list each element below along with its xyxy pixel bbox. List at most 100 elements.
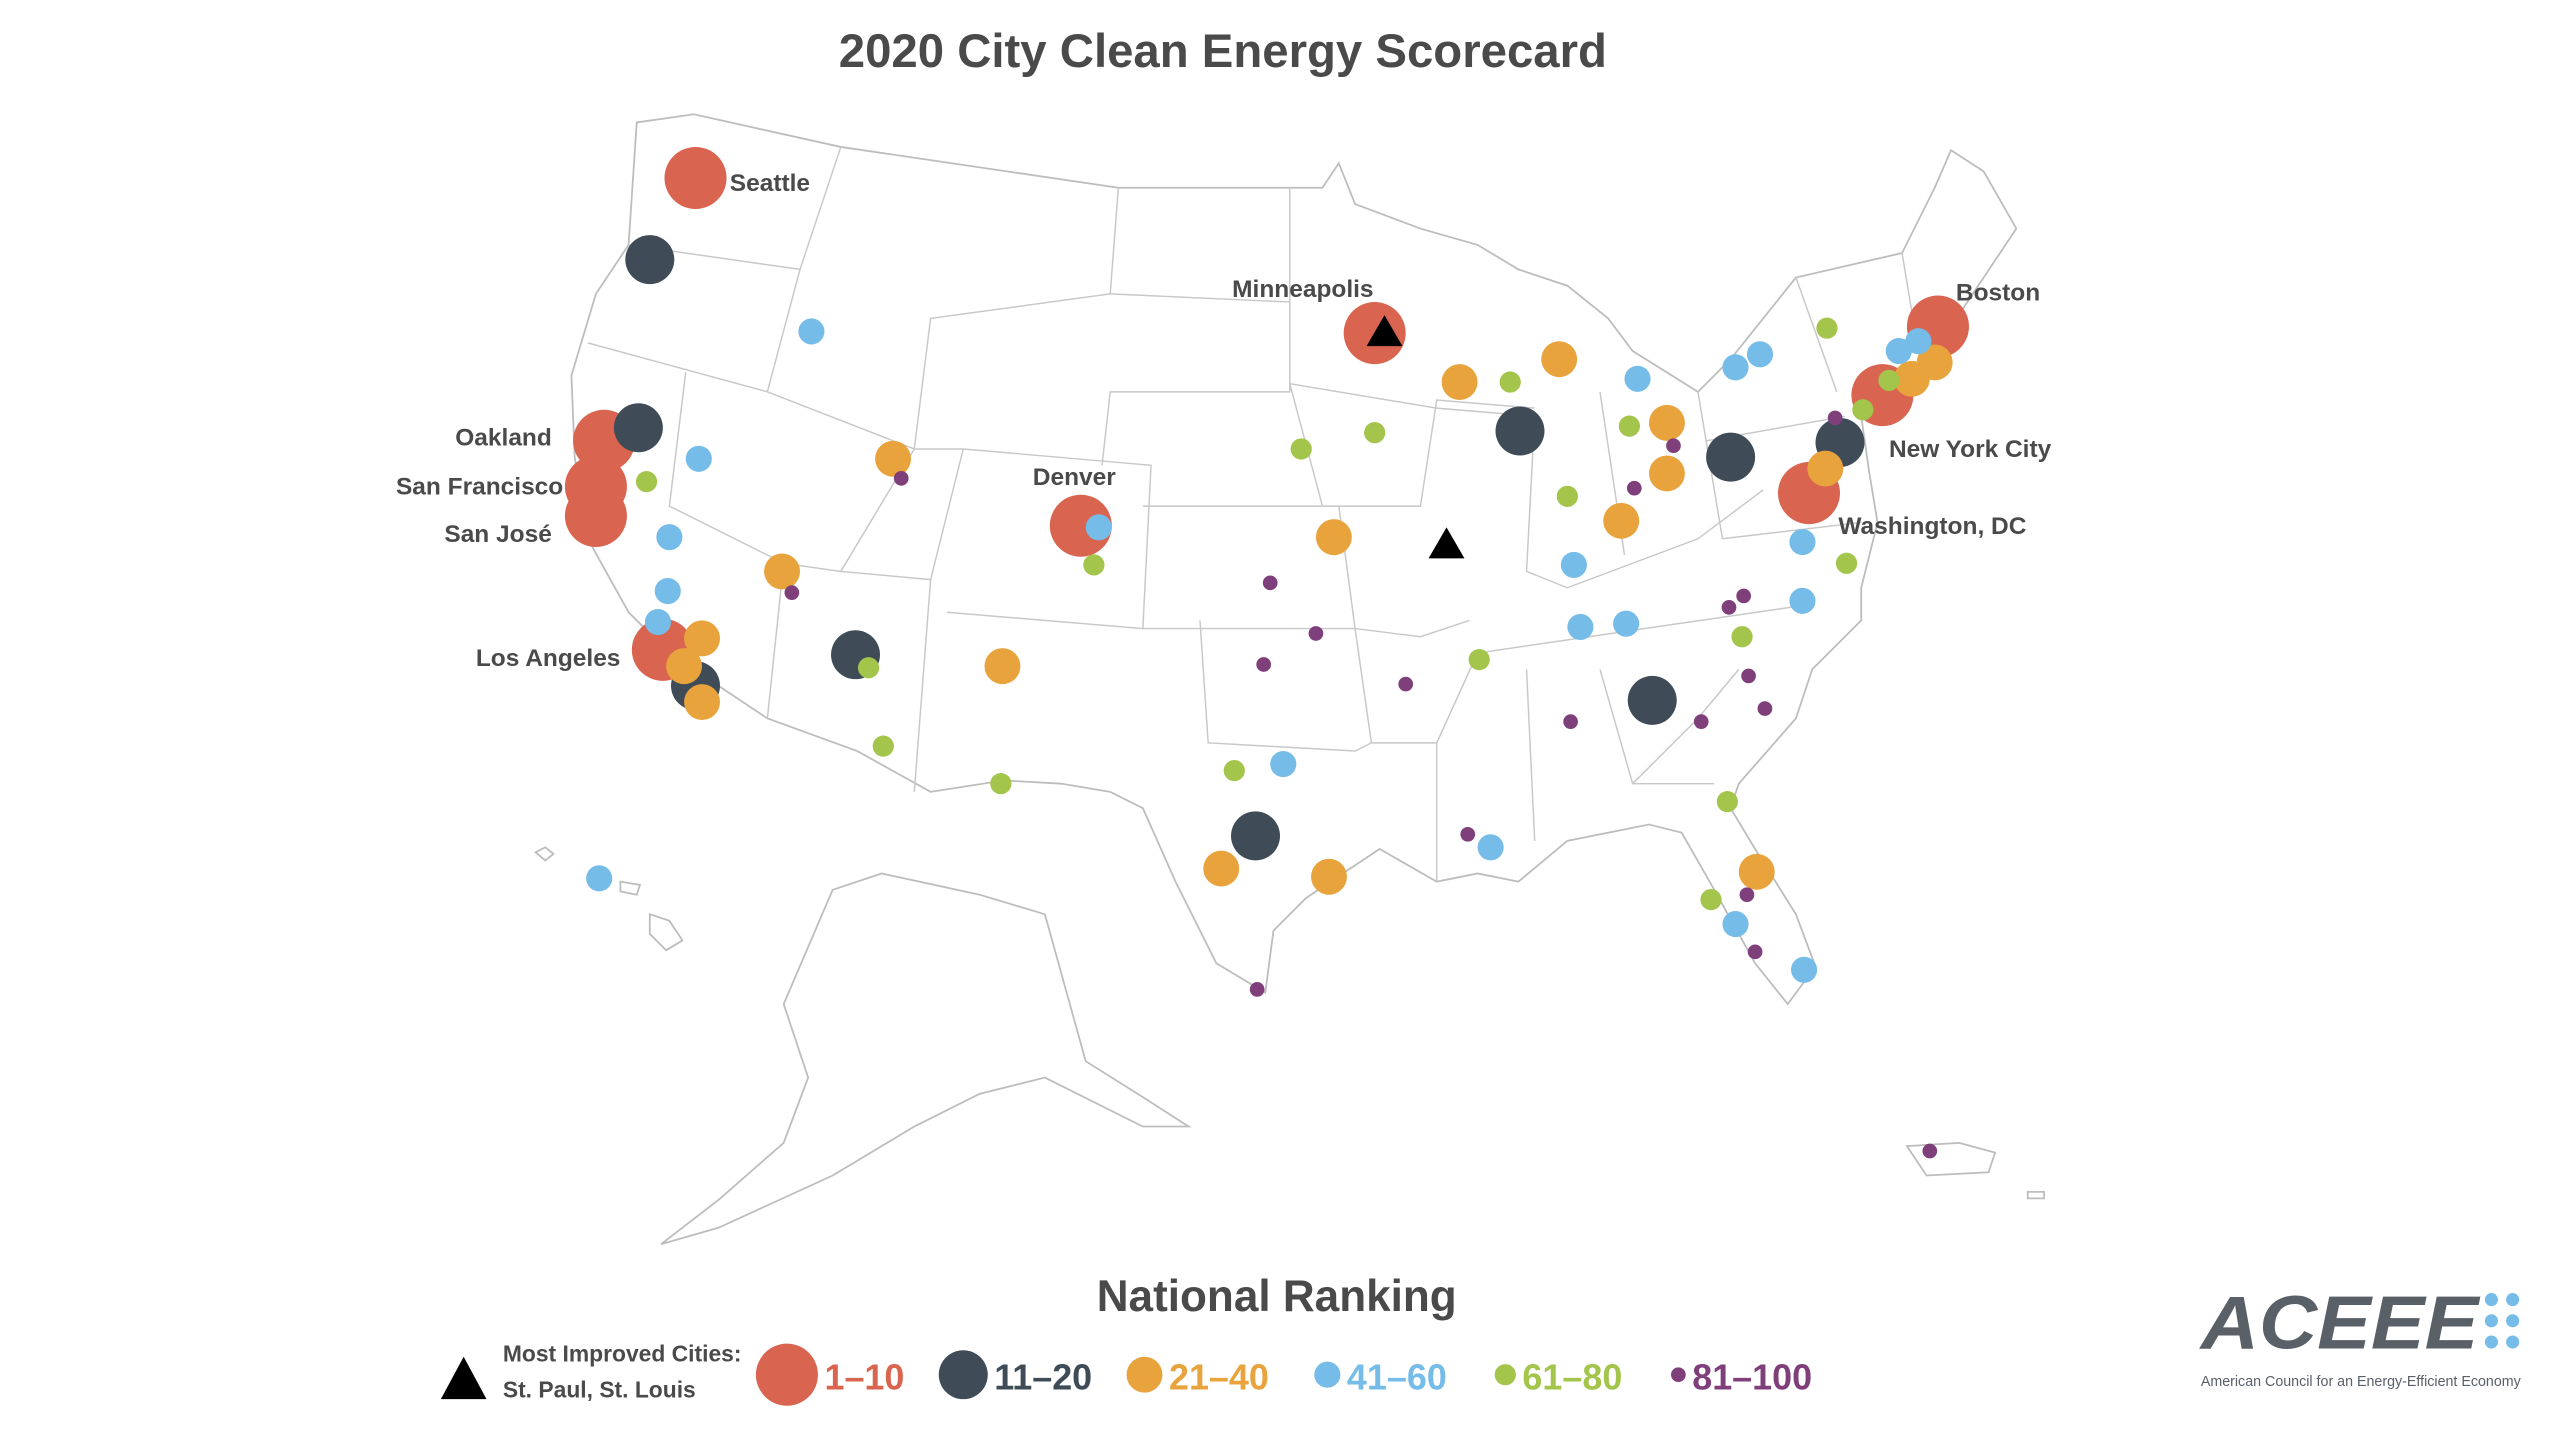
label-los-angeles: Los Angeles — [476, 645, 621, 672]
city-marker-rank-81-100 — [1249, 982, 1265, 997]
us-map — [533, 113, 2045, 1245]
city-marker-rank-81-100 — [1563, 714, 1578, 729]
city-marker-rank-61-80 — [1364, 422, 1386, 444]
hawaii-outline — [533, 846, 684, 952]
legend-swatch-icon — [1126, 1356, 1163, 1393]
city-marker-rank-41-60 — [1746, 341, 1774, 368]
city-marker-rank-81-100 — [1827, 410, 1843, 426]
city-marker-rank-61-80 — [1878, 369, 1900, 392]
legend-swatch-icon — [1494, 1364, 1516, 1386]
city-marker-rank-81-100 — [784, 585, 800, 600]
city-marker-rank-41-60 — [1560, 551, 1587, 578]
label-minneapolis: Minneapolis — [1232, 276, 1373, 303]
city-marker-rank-21-40 — [1893, 360, 1930, 397]
city-marker-rank-81-100 — [1747, 944, 1763, 960]
city-marker-rank-81-100 — [1757, 701, 1773, 716]
city-marker-rank-61-80 — [1816, 317, 1838, 339]
label-boston: Boston — [1956, 279, 2040, 306]
city-marker-rank-81-100 — [1739, 887, 1755, 903]
city-marker-rank-41-60 — [1567, 613, 1594, 640]
city-marker-rank-41-60 — [1722, 911, 1749, 938]
virgin-islands-outline — [2026, 1190, 2045, 1200]
city-marker-rank-21-40 — [764, 553, 800, 590]
city-marker-rank-21-40 — [984, 648, 1021, 685]
city-marker-rank-81-100 — [1398, 676, 1414, 692]
city-markers — [564, 146, 1969, 1159]
city-marker-rank-11-20 — [1627, 675, 1677, 725]
city-marker-rank-41-60 — [1905, 328, 1932, 355]
legend-tier-label: 81–100 — [1692, 1356, 1812, 1397]
city-marker-rank-61-80 — [1290, 438, 1312, 460]
label-seattle: Seattle — [730, 170, 810, 197]
city-marker-rank-41-60 — [1789, 528, 1816, 556]
city-marker-rank-41-60 — [1789, 587, 1816, 614]
city-marker-rank-11-20 — [625, 235, 675, 285]
city-marker-rank-41-60 — [1270, 751, 1297, 778]
city-marker-rank-61-80 — [1852, 399, 1874, 421]
city-marker-rank-21-40 — [1738, 853, 1775, 890]
city-marker-rank-81-100 — [1262, 575, 1278, 591]
legend-tier-label: 41–60 — [1347, 1356, 1447, 1397]
legend-tier-label: 11–20 — [994, 1356, 1092, 1397]
label-san-jose: San José — [444, 521, 551, 548]
city-marker-rank-61-80 — [1618, 415, 1640, 437]
city-marker-rank-81-100 — [1460, 826, 1476, 842]
city-marker-rank-1-10 — [564, 484, 627, 547]
label-san-francisco: San Francisco — [396, 474, 563, 501]
city-marker-rank-61-80 — [1556, 485, 1578, 507]
city-marker-rank-41-60 — [1791, 956, 1818, 983]
city-marker-rank-61-80 — [990, 773, 1012, 795]
city-marker-rank-41-60 — [656, 524, 683, 551]
city-marker-rank-11-20 — [1706, 432, 1756, 482]
city-marker-rank-41-60 — [685, 445, 712, 472]
city-marker-rank-81-100 — [1741, 668, 1756, 684]
city-marker-rank-61-80 — [1083, 554, 1105, 576]
most-improved-markers — [1366, 315, 1465, 559]
city-marker-rank-81-100 — [1693, 714, 1709, 729]
legend-tier-label: 1–10 — [824, 1356, 904, 1397]
logo-wordmark: ACEEE — [2199, 1281, 2481, 1365]
city-marker-rank-11-20 — [1495, 406, 1545, 456]
city-marker-rank-61-80 — [1835, 552, 1858, 574]
city-marker-rank-81-100 — [1666, 438, 1681, 454]
city-marker-rank-61-80 — [1700, 888, 1722, 911]
city-marker-rank-81-100 — [1256, 657, 1272, 672]
label-denver: Denver — [1033, 464, 1116, 491]
city-marker-rank-11-20 — [1231, 811, 1280, 861]
city-marker-rank-41-60 — [644, 608, 672, 636]
legend-tier-label: 61–80 — [1522, 1356, 1622, 1397]
label-washington-dc: Washington, DC — [1838, 513, 2026, 540]
legend-swatch-icon — [1314, 1361, 1341, 1388]
puerto-rico-outline — [1905, 1141, 1997, 1177]
city-marker-rank-21-40 — [1311, 858, 1347, 895]
city-marker-rank-41-60 — [1613, 610, 1640, 637]
city-marker-rank-21-40 — [1648, 404, 1685, 441]
label-oakland: Oakland — [455, 425, 552, 452]
city-marker-rank-61-80 — [1468, 648, 1490, 671]
contiguous-us-outline — [570, 113, 2018, 1006]
city-marker-rank-1-10 — [1049, 494, 1112, 557]
city-marker-rank-21-40 — [684, 684, 720, 720]
city-marker-rank-61-80 — [872, 735, 894, 757]
city-marker-rank-41-60 — [1624, 365, 1651, 392]
city-marker-rank-41-60 — [1885, 337, 1912, 365]
city-marker-rank-41-60 — [1477, 834, 1504, 861]
city-marker-rank-1-10 — [664, 146, 727, 209]
legend: National Ranking Most Improved Cities: S… — [440, 1272, 1812, 1406]
city-labels: Seattle Oakland San Francisco San José L… — [396, 170, 2052, 672]
city-marker-rank-41-60 — [1722, 354, 1749, 381]
city-marker-rank-81-100 — [1308, 626, 1324, 641]
logo-subtitle: American Council for an Energy-Efficient… — [2201, 1374, 2522, 1390]
city-marker-rank-21-40 — [875, 440, 912, 477]
city-marker-rank-21-40 — [1807, 450, 1844, 487]
aceee-logo: ACEEE American Council for an Energy-Eff… — [2199, 1281, 2522, 1391]
city-marker-rank-61-80 — [857, 657, 880, 679]
city-marker-rank-21-40 — [1203, 850, 1240, 887]
city-marker-rank-21-40 — [1315, 519, 1352, 556]
legend-most-improved-label: Most Improved Cities: — [503, 1341, 742, 1367]
city-marker-rank-61-80 — [1731, 626, 1753, 648]
city-marker-rank-41-60 — [586, 865, 613, 892]
logo-dots-icon — [2484, 1293, 2520, 1349]
city-marker-rank-21-40 — [1441, 364, 1478, 400]
city-marker-rank-61-80 — [1499, 371, 1521, 393]
